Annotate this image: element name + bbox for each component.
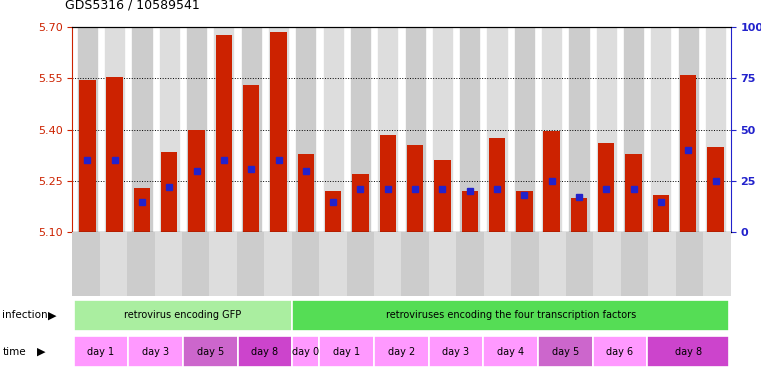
Bar xyxy=(105,27,124,232)
Bar xyxy=(680,75,696,232)
Bar xyxy=(107,76,123,232)
Bar xyxy=(461,191,478,232)
FancyBboxPatch shape xyxy=(183,336,237,367)
Bar xyxy=(543,131,560,232)
Bar xyxy=(243,85,260,232)
Bar xyxy=(624,27,643,232)
Text: ▶: ▶ xyxy=(47,310,56,320)
Text: day 5: day 5 xyxy=(196,347,224,357)
Bar xyxy=(653,195,669,232)
Bar xyxy=(707,147,724,232)
FancyBboxPatch shape xyxy=(483,336,538,367)
Bar xyxy=(351,27,370,232)
Bar xyxy=(161,152,177,232)
Bar xyxy=(514,27,534,232)
Bar xyxy=(215,27,234,232)
Text: day 3: day 3 xyxy=(442,347,470,357)
FancyBboxPatch shape xyxy=(593,336,648,367)
Bar xyxy=(189,129,205,232)
Text: ▶: ▶ xyxy=(37,347,46,357)
FancyBboxPatch shape xyxy=(237,336,292,367)
Bar xyxy=(270,32,287,232)
Text: day 5: day 5 xyxy=(552,347,579,357)
Bar xyxy=(269,27,288,232)
Text: retrovirus encoding GFP: retrovirus encoding GFP xyxy=(124,310,241,320)
FancyBboxPatch shape xyxy=(74,336,129,367)
Bar xyxy=(489,138,505,232)
FancyBboxPatch shape xyxy=(292,300,729,331)
Bar xyxy=(325,191,342,232)
Text: day 1: day 1 xyxy=(88,347,115,357)
Text: retroviruses encoding the four transcription factors: retroviruses encoding the four transcrip… xyxy=(386,310,635,320)
FancyBboxPatch shape xyxy=(374,336,428,367)
Bar xyxy=(516,191,533,232)
Bar xyxy=(352,174,368,232)
FancyBboxPatch shape xyxy=(129,336,183,367)
FancyBboxPatch shape xyxy=(320,336,374,367)
Bar xyxy=(215,35,232,232)
Bar xyxy=(134,188,150,232)
Text: infection: infection xyxy=(2,310,48,320)
Bar xyxy=(406,27,425,232)
Text: time: time xyxy=(2,347,26,357)
Bar xyxy=(542,27,561,232)
Bar xyxy=(79,80,96,232)
Bar xyxy=(380,135,396,232)
Bar xyxy=(571,198,587,232)
Bar xyxy=(378,27,397,232)
Bar xyxy=(460,27,479,232)
Bar xyxy=(160,27,179,232)
Bar xyxy=(598,143,614,232)
Text: day 1: day 1 xyxy=(333,347,361,357)
Bar xyxy=(569,27,588,232)
FancyBboxPatch shape xyxy=(648,336,729,367)
Text: GDS5316 / 10589541: GDS5316 / 10589541 xyxy=(65,0,199,12)
Bar xyxy=(132,27,151,232)
Bar xyxy=(626,154,642,232)
Bar xyxy=(78,27,97,232)
Bar xyxy=(597,27,616,232)
Text: day 3: day 3 xyxy=(142,347,169,357)
FancyBboxPatch shape xyxy=(538,336,593,367)
Bar xyxy=(407,145,423,232)
Text: day 0: day 0 xyxy=(292,347,320,357)
Text: day 8: day 8 xyxy=(251,347,279,357)
Bar xyxy=(488,27,507,232)
Bar xyxy=(187,27,206,232)
Bar xyxy=(435,161,451,232)
Bar xyxy=(433,27,452,232)
Text: day 4: day 4 xyxy=(497,347,524,357)
Bar xyxy=(651,27,670,232)
Text: day 6: day 6 xyxy=(607,347,633,357)
Text: day 8: day 8 xyxy=(675,347,702,357)
FancyBboxPatch shape xyxy=(428,336,483,367)
Bar xyxy=(298,154,314,232)
Bar xyxy=(296,27,315,232)
Text: day 2: day 2 xyxy=(388,347,415,357)
FancyBboxPatch shape xyxy=(74,300,292,331)
FancyBboxPatch shape xyxy=(292,336,320,367)
Bar xyxy=(679,27,698,232)
Bar xyxy=(323,27,342,232)
Bar xyxy=(242,27,261,232)
Bar xyxy=(706,27,725,232)
